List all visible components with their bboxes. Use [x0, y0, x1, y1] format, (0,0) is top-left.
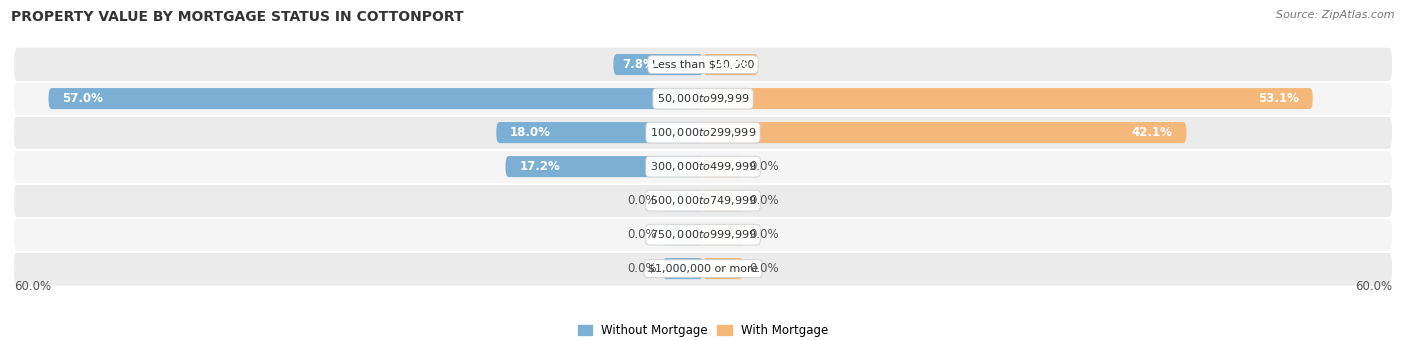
- Text: $300,000 to $499,999: $300,000 to $499,999: [650, 160, 756, 173]
- FancyBboxPatch shape: [48, 88, 703, 109]
- FancyBboxPatch shape: [14, 48, 1392, 82]
- FancyBboxPatch shape: [703, 88, 1313, 109]
- Text: $100,000 to $299,999: $100,000 to $299,999: [650, 126, 756, 139]
- FancyBboxPatch shape: [703, 156, 744, 177]
- FancyBboxPatch shape: [703, 190, 744, 211]
- FancyBboxPatch shape: [14, 252, 1392, 286]
- Text: 57.0%: 57.0%: [62, 92, 103, 105]
- FancyBboxPatch shape: [14, 150, 1392, 184]
- Text: 60.0%: 60.0%: [1355, 280, 1392, 293]
- FancyBboxPatch shape: [662, 258, 703, 279]
- Text: 7.8%: 7.8%: [623, 58, 655, 71]
- Text: $1,000,000 or more: $1,000,000 or more: [648, 264, 758, 274]
- Text: PROPERTY VALUE BY MORTGAGE STATUS IN COTTONPORT: PROPERTY VALUE BY MORTGAGE STATUS IN COT…: [11, 10, 464, 24]
- Text: $500,000 to $749,999: $500,000 to $749,999: [650, 194, 756, 207]
- Text: 42.1%: 42.1%: [1132, 126, 1173, 139]
- Text: 0.0%: 0.0%: [627, 228, 657, 241]
- FancyBboxPatch shape: [14, 82, 1392, 116]
- FancyBboxPatch shape: [662, 190, 703, 211]
- Text: 0.0%: 0.0%: [749, 228, 779, 241]
- FancyBboxPatch shape: [14, 116, 1392, 150]
- Text: 0.0%: 0.0%: [749, 160, 779, 173]
- FancyBboxPatch shape: [496, 122, 703, 143]
- Text: 60.0%: 60.0%: [14, 280, 51, 293]
- FancyBboxPatch shape: [703, 54, 758, 75]
- Text: 53.1%: 53.1%: [1258, 92, 1299, 105]
- FancyBboxPatch shape: [662, 224, 703, 245]
- Text: 0.0%: 0.0%: [627, 194, 657, 207]
- Text: $750,000 to $999,999: $750,000 to $999,999: [650, 228, 756, 241]
- FancyBboxPatch shape: [14, 218, 1392, 252]
- Text: 0.0%: 0.0%: [749, 194, 779, 207]
- Text: 18.0%: 18.0%: [510, 126, 551, 139]
- FancyBboxPatch shape: [613, 54, 703, 75]
- Text: 0.0%: 0.0%: [627, 262, 657, 275]
- Text: 4.8%: 4.8%: [716, 58, 749, 71]
- FancyBboxPatch shape: [703, 224, 744, 245]
- Legend: Without Mortgage, With Mortgage: Without Mortgage, With Mortgage: [574, 319, 832, 340]
- Text: $50,000 to $99,999: $50,000 to $99,999: [657, 92, 749, 105]
- FancyBboxPatch shape: [14, 184, 1392, 218]
- Text: Less than $50,000: Less than $50,000: [652, 59, 754, 70]
- Text: 17.2%: 17.2%: [519, 160, 560, 173]
- FancyBboxPatch shape: [506, 156, 703, 177]
- FancyBboxPatch shape: [703, 258, 744, 279]
- Text: Source: ZipAtlas.com: Source: ZipAtlas.com: [1277, 10, 1395, 20]
- FancyBboxPatch shape: [703, 122, 1187, 143]
- Text: 0.0%: 0.0%: [749, 262, 779, 275]
